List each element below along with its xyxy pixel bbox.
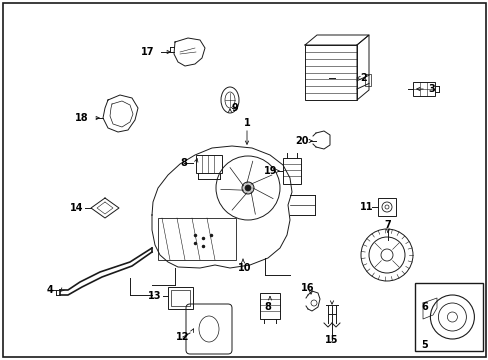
Text: 18: 18: [75, 113, 89, 123]
Bar: [168, 287, 193, 309]
Bar: [158, 218, 236, 260]
Bar: [305, 45, 356, 100]
Text: 7: 7: [384, 220, 390, 230]
Text: 14: 14: [70, 203, 83, 213]
Bar: [414, 283, 482, 351]
Text: 5: 5: [421, 340, 427, 350]
Bar: [364, 73, 370, 86]
Text: 17: 17: [141, 47, 154, 57]
Bar: [377, 198, 395, 216]
Text: 12: 12: [176, 332, 189, 342]
Text: 19: 19: [264, 166, 277, 176]
Circle shape: [244, 185, 250, 191]
Text: 4: 4: [46, 285, 53, 295]
Text: 6: 6: [421, 302, 427, 312]
Text: 2: 2: [360, 73, 366, 83]
Text: 13: 13: [148, 291, 162, 301]
Text: 20: 20: [295, 136, 308, 146]
Text: 10: 10: [238, 263, 251, 273]
Text: 8: 8: [180, 158, 187, 168]
Text: 16: 16: [301, 283, 314, 293]
Bar: [196, 155, 222, 173]
Bar: [412, 82, 434, 96]
Text: 9: 9: [231, 103, 238, 113]
Text: 3: 3: [428, 84, 434, 94]
Bar: [260, 293, 280, 319]
Text: 11: 11: [360, 202, 373, 212]
Text: 8: 8: [264, 302, 271, 312]
Circle shape: [242, 182, 253, 194]
Text: 15: 15: [325, 335, 338, 345]
Bar: [283, 158, 301, 184]
Bar: [171, 290, 190, 306]
Text: 1: 1: [243, 118, 250, 128]
